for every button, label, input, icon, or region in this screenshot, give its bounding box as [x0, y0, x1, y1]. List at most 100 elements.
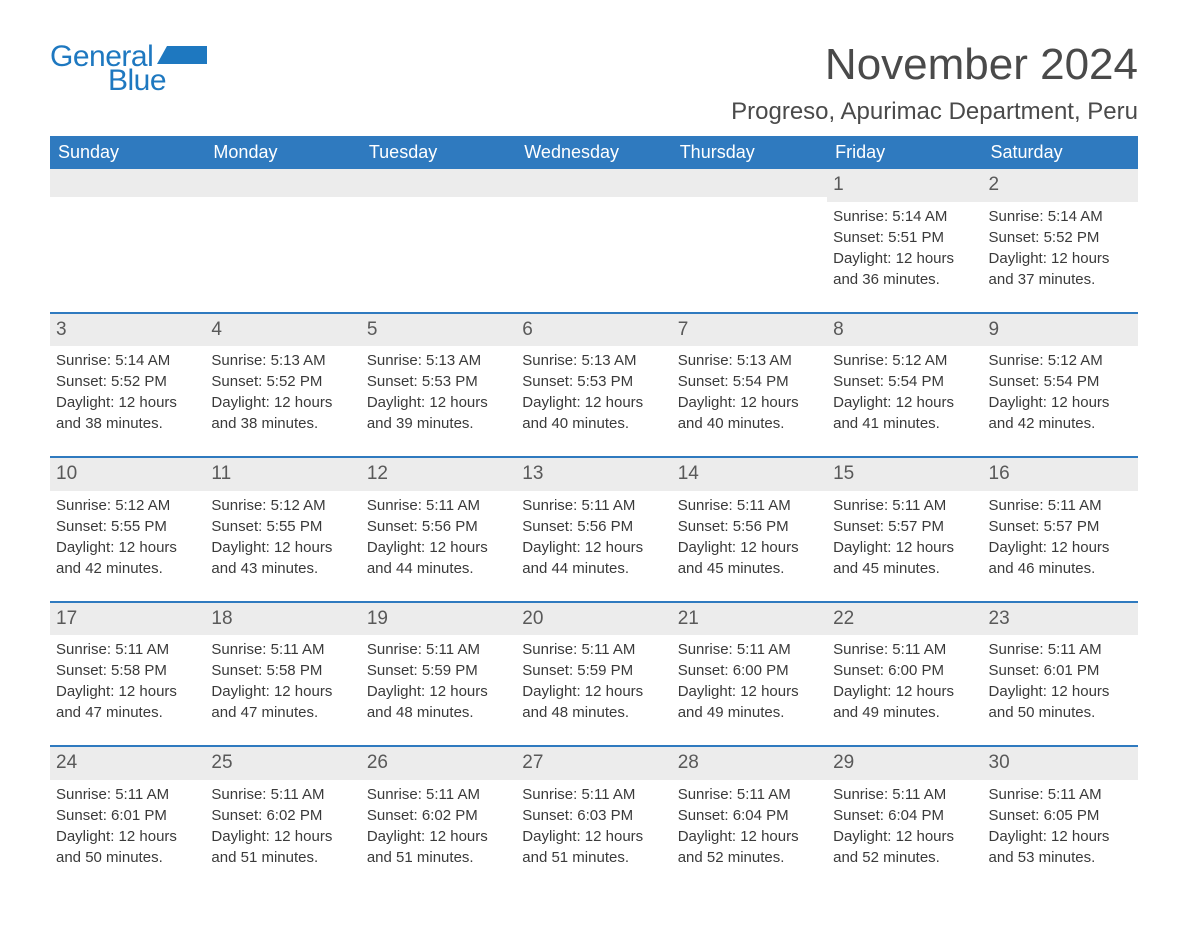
day-sunset: Sunset: 6:05 PM — [989, 805, 1132, 826]
day-day2: and 48 minutes. — [367, 702, 510, 723]
day-sunrise: Sunrise: 5:11 AM — [989, 495, 1132, 516]
day-day1: Daylight: 12 hours — [367, 392, 510, 413]
day-day2: and 47 minutes. — [56, 702, 199, 723]
day-day2: and 40 minutes. — [522, 413, 665, 434]
day-number: 11 — [205, 456, 360, 491]
day-day2: and 47 minutes. — [211, 702, 354, 723]
day-sunrise: Sunrise: 5:12 AM — [833, 350, 976, 371]
day-sunrise: Sunrise: 5:11 AM — [522, 639, 665, 660]
day-day2: and 51 minutes. — [211, 847, 354, 868]
day-day2: and 44 minutes. — [367, 558, 510, 579]
day-sunset: Sunset: 6:03 PM — [522, 805, 665, 826]
day-sunrise: Sunrise: 5:11 AM — [678, 495, 821, 516]
calendar-cell: 28Sunrise: 5:11 AMSunset: 6:04 PMDayligh… — [672, 745, 827, 890]
day-day2: and 40 minutes. — [678, 413, 821, 434]
day-header: Monday — [205, 136, 360, 169]
day-day2: and 50 minutes. — [56, 847, 199, 868]
day-day2: and 42 minutes. — [989, 413, 1132, 434]
day-details: Sunrise: 5:12 AMSunset: 5:55 PMDaylight:… — [205, 495, 360, 579]
day-sunrise: Sunrise: 5:11 AM — [367, 495, 510, 516]
calendar-cell: 25Sunrise: 5:11 AMSunset: 6:02 PMDayligh… — [205, 745, 360, 890]
day-day2: and 43 minutes. — [211, 558, 354, 579]
calendar-cell — [205, 169, 360, 312]
day-day1: Daylight: 12 hours — [989, 681, 1132, 702]
day-day1: Daylight: 12 hours — [211, 392, 354, 413]
day-day2: and 41 minutes. — [833, 413, 976, 434]
day-details: Sunrise: 5:14 AMSunset: 5:51 PMDaylight:… — [827, 206, 982, 290]
calendar-cell — [50, 169, 205, 312]
day-details: Sunrise: 5:11 AMSunset: 6:00 PMDaylight:… — [827, 639, 982, 723]
day-details: Sunrise: 5:13 AMSunset: 5:54 PMDaylight:… — [672, 350, 827, 434]
day-day1: Daylight: 12 hours — [989, 826, 1132, 847]
day-day1: Daylight: 12 hours — [522, 826, 665, 847]
day-number: 22 — [827, 601, 982, 636]
brand-logo: General Blue — [50, 40, 207, 96]
day-day2: and 46 minutes. — [989, 558, 1132, 579]
day-number: 6 — [516, 312, 671, 347]
day-day2: and 45 minutes. — [833, 558, 976, 579]
day-sunrise: Sunrise: 5:11 AM — [989, 784, 1132, 805]
day-sunset: Sunset: 5:51 PM — [833, 227, 976, 248]
day-day1: Daylight: 12 hours — [833, 248, 976, 269]
day-number: 23 — [983, 601, 1138, 636]
day-sunrise: Sunrise: 5:11 AM — [211, 784, 354, 805]
day-number: 28 — [672, 745, 827, 780]
calendar-week: 24Sunrise: 5:11 AMSunset: 6:01 PMDayligh… — [50, 745, 1138, 890]
calendar-cell: 5Sunrise: 5:13 AMSunset: 5:53 PMDaylight… — [361, 312, 516, 457]
day-details: Sunrise: 5:11 AMSunset: 6:02 PMDaylight:… — [205, 784, 360, 868]
day-day1: Daylight: 12 hours — [833, 826, 976, 847]
calendar-cell — [672, 169, 827, 312]
calendar-cell: 30 Sunrise: 5:11 AMSunset: 6:05 PMDayligh… — [983, 745, 1138, 890]
day-number: 29 — [827, 745, 982, 780]
calendar-cell: 15Sunrise: 5:11 AMSunset: 5:57 PMDayligh… — [827, 456, 982, 601]
calendar-week: 17Sunrise: 5:11 AMSunset: 5:58 PMDayligh… — [50, 601, 1138, 746]
day-number: 19 — [361, 601, 516, 636]
day-details: Sunrise: 5:11 AMSunset: 5:56 PMDaylight:… — [672, 495, 827, 579]
day-day2: and 50 minutes. — [989, 702, 1132, 723]
calendar-week: 10Sunrise: 5:12 AMSunset: 5:55 PMDayligh… — [50, 456, 1138, 601]
day-day1: Daylight: 12 hours — [989, 392, 1132, 413]
day-details: Sunrise: 5:11 AMSunset: 6:01 PMDaylight:… — [50, 784, 205, 868]
calendar-cell: 3Sunrise: 5:14 AMSunset: 5:52 PMDaylight… — [50, 312, 205, 457]
calendar-cell: 22Sunrise: 5:11 AMSunset: 6:00 PMDayligh… — [827, 601, 982, 746]
calendar-cell: 27Sunrise: 5:11 AMSunset: 6:03 PMDayligh… — [516, 745, 671, 890]
day-header-row: SundayMondayTuesdayWednesdayThursdayFrid… — [50, 136, 1138, 169]
calendar-cell — [361, 169, 516, 312]
day-day1: Daylight: 12 hours — [833, 537, 976, 558]
calendar-cell: 21Sunrise: 5:11 AMSunset: 6:00 PMDayligh… — [672, 601, 827, 746]
day-details: Sunrise: 5:12 AMSunset: 5:54 PMDaylight:… — [827, 350, 982, 434]
day-header: Tuesday — [361, 136, 516, 169]
day-sunset: Sunset: 5:55 PM — [56, 516, 199, 537]
day-details: Sunrise: 5:11 AMSunset: 6:01 PMDaylight:… — [983, 639, 1138, 723]
day-day1: Daylight: 12 hours — [989, 537, 1132, 558]
day-sunset: Sunset: 5:56 PM — [522, 516, 665, 537]
day-number: 26 — [361, 745, 516, 780]
day-day2: and 52 minutes. — [833, 847, 976, 868]
day-number: 30 — [983, 745, 1138, 780]
calendar-cell: 12Sunrise: 5:11 AMSunset: 5:56 PMDayligh… — [361, 456, 516, 601]
day-number: 14 — [672, 456, 827, 491]
day-sunrise: Sunrise: 5:13 AM — [522, 350, 665, 371]
calendar-week: 3Sunrise: 5:14 AMSunset: 5:52 PMDaylight… — [50, 312, 1138, 457]
day-sunset: Sunset: 5:58 PM — [211, 660, 354, 681]
empty-day-bar — [516, 169, 671, 197]
day-day1: Daylight: 12 hours — [367, 537, 510, 558]
day-sunrise: Sunrise: 5:11 AM — [833, 639, 976, 660]
day-sunrise: Sunrise: 5:11 AM — [833, 495, 976, 516]
empty-day-bar — [205, 169, 360, 197]
day-number: 8 — [827, 312, 982, 347]
day-sunset: Sunset: 6:04 PM — [678, 805, 821, 826]
day-sunset: Sunset: 5:57 PM — [833, 516, 976, 537]
day-sunset: Sunset: 6:01 PM — [56, 805, 199, 826]
day-sunset: Sunset: 6:00 PM — [833, 660, 976, 681]
header: General Blue November 2024 Progreso, Apu… — [50, 40, 1138, 126]
day-header: Saturday — [983, 136, 1138, 169]
day-sunrise: Sunrise: 5:11 AM — [522, 495, 665, 516]
calendar-cell: 20Sunrise: 5:11 AMSunset: 5:59 PMDayligh… — [516, 601, 671, 746]
day-day2: and 45 minutes. — [678, 558, 821, 579]
day-day1: Daylight: 12 hours — [56, 681, 199, 702]
day-details: Sunrise: 5:11 AMSunset: 5:59 PMDaylight:… — [361, 639, 516, 723]
day-sunset: Sunset: 6:02 PM — [211, 805, 354, 826]
day-number: 9 — [983, 312, 1138, 347]
day-day1: Daylight: 12 hours — [211, 681, 354, 702]
